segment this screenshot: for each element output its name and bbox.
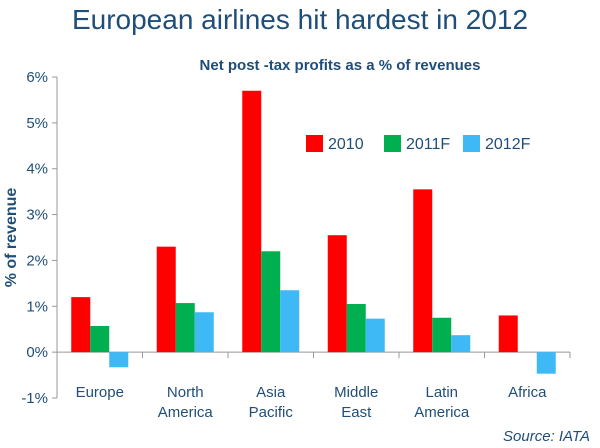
legend-label-2012F: 2012F bbox=[485, 136, 531, 153]
legend-label-2010: 2010 bbox=[328, 136, 364, 153]
x-category-label: America bbox=[414, 404, 470, 421]
x-category-label: Middle bbox=[334, 384, 378, 401]
x-axis-labels: Europe North America Asia Pacific Middle East L… bbox=[76, 384, 548, 421]
bar-2011F-north-america bbox=[175, 303, 195, 353]
y-tick-label: 6% bbox=[26, 69, 48, 86]
bar-2012F-middle-east bbox=[365, 318, 385, 353]
x-category-label: Asia bbox=[256, 384, 286, 401]
x-category-label: North bbox=[167, 384, 204, 401]
bar-2012F-europe bbox=[109, 352, 129, 368]
legend: 2010 2011F 2012F bbox=[306, 135, 531, 153]
x-category-label: East bbox=[341, 404, 372, 421]
x-category-label: Pacific bbox=[249, 404, 294, 421]
bar-2010-africa bbox=[498, 315, 518, 353]
chart-subtitle: Net post -tax profits as a % of revenues bbox=[199, 57, 481, 74]
bars bbox=[71, 90, 556, 374]
bar-2010-middle-east bbox=[327, 235, 347, 353]
y-tick-label: 4% bbox=[26, 161, 48, 178]
bar-2011F-middle-east bbox=[346, 303, 366, 353]
bar-2010-north-america bbox=[156, 246, 176, 353]
axes: -1% 0% 1% 2% 3% 4% 5% 6% % of revenue bbox=[3, 69, 571, 407]
legend-swatch-2012F bbox=[463, 135, 480, 152]
bar-2010-europe bbox=[71, 297, 91, 353]
bar-2010-latin-america bbox=[413, 189, 433, 353]
source-note: Source: IATA bbox=[503, 428, 590, 445]
chart-title: European airlines hit hardest in 2012 bbox=[71, 4, 529, 35]
bar-2012F-africa bbox=[536, 352, 556, 374]
y-tick-label: 5% bbox=[26, 115, 48, 132]
bar-2011F-latin-america bbox=[432, 317, 452, 353]
y-tick-label: 2% bbox=[26, 252, 48, 269]
y-axis-title: % of revenue bbox=[3, 188, 20, 288]
bar-2012F-asia-pacific bbox=[280, 290, 300, 353]
bar-2011F-europe bbox=[90, 326, 110, 353]
bar-2012F-north-america bbox=[194, 312, 214, 353]
bar-2010-asia-pacific bbox=[242, 90, 262, 353]
y-tick-label: -1% bbox=[21, 390, 48, 407]
bar-2011F-asia-pacific bbox=[261, 251, 281, 353]
y-tick-label: 0% bbox=[26, 344, 48, 361]
x-category-label: Africa bbox=[508, 384, 547, 401]
legend-swatch-2010 bbox=[306, 135, 323, 152]
x-category-label: Latin bbox=[425, 384, 458, 401]
legend-swatch-2011F bbox=[384, 135, 401, 152]
x-category-label: Europe bbox=[76, 384, 124, 401]
y-tick-label: 3% bbox=[26, 207, 48, 224]
legend-label-2011F: 2011F bbox=[406, 136, 450, 153]
bar-2012F-latin-america bbox=[451, 335, 471, 353]
y-tick-label: 1% bbox=[26, 298, 48, 315]
x-category-label: America bbox=[158, 404, 214, 421]
